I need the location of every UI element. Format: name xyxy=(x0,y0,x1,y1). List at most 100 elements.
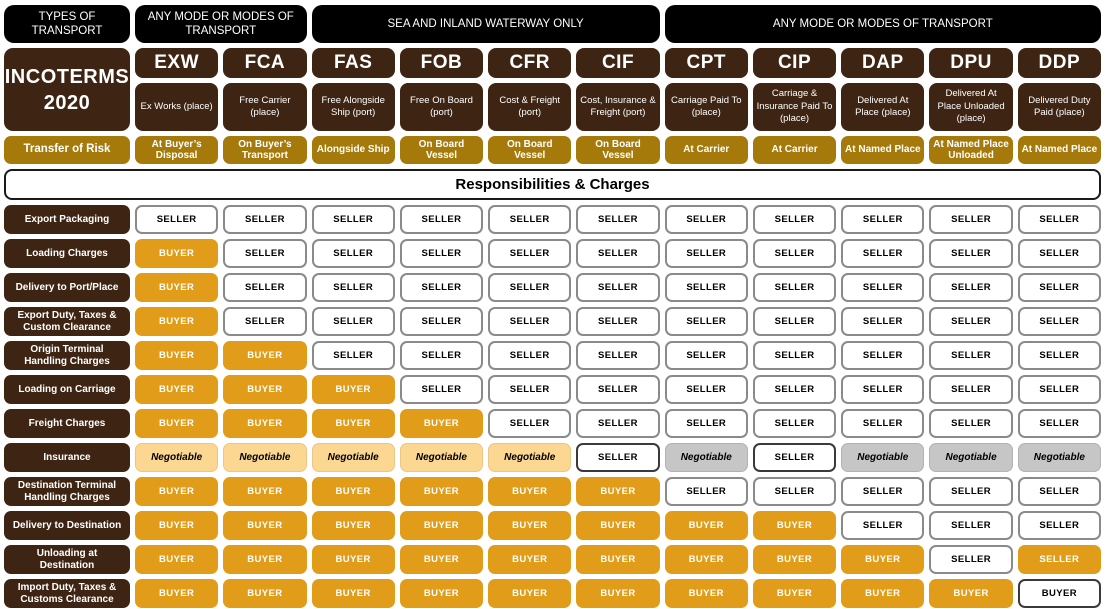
matrix-cell: BUYER xyxy=(311,409,395,438)
risk-cell-fca: On Buyer’s Transport xyxy=(223,136,307,164)
matrix-cell: Negotiable xyxy=(664,443,748,472)
matrix-cell: SELLER xyxy=(1017,477,1101,506)
risk-cell-cfr: On Board Vessel xyxy=(488,136,572,164)
column-code-exw: EXW xyxy=(135,48,219,78)
matrix-cell: SELLER xyxy=(576,307,660,336)
matrix-cell: SELLER xyxy=(664,341,748,370)
column-description-dpu: Delivered At Place Unloaded (place) xyxy=(929,83,1013,131)
matrix-cell: SELLER xyxy=(841,307,925,336)
matrix-cell: SELLER xyxy=(399,375,484,404)
matrix-cell: SELLER xyxy=(1017,409,1101,438)
matrix-cell: SELLER xyxy=(664,307,748,336)
matrix-cell: BUYER xyxy=(399,579,484,608)
matrix-cell: BUYER xyxy=(488,579,572,608)
matrix-cell: BUYER xyxy=(311,545,395,574)
row-label: Import Duty, Taxes & Customs Clearance xyxy=(4,579,130,608)
row-label: Destination Terminal Handling Charges xyxy=(4,477,130,506)
matrix-cell: BUYER xyxy=(752,545,837,574)
matrix-cell: BUYER xyxy=(135,477,219,506)
matrix-cell: BUYER xyxy=(135,545,219,574)
matrix-cell: SELLER xyxy=(1017,307,1101,336)
matrix-cell: SELLER xyxy=(929,307,1013,336)
matrix-cell: SELLER xyxy=(752,341,837,370)
matrix-cell: SELLER xyxy=(1017,205,1101,234)
matrix-cell: SELLER xyxy=(841,375,925,404)
matrix-cell: BUYER xyxy=(135,511,219,540)
matrix-cell: BUYER xyxy=(399,545,484,574)
matrix-cell: SELLER xyxy=(311,205,395,234)
matrix-cell: BUYER xyxy=(488,511,572,540)
matrix-cell: SELLER xyxy=(488,307,572,336)
column-description-dap: Delivered At Place (place) xyxy=(841,83,925,131)
matrix-cell: SELLER xyxy=(1017,511,1101,540)
matrix-cell: SELLER xyxy=(752,443,837,472)
column-description-fca: Free Carrier (place) xyxy=(223,83,307,131)
matrix-cell: SELLER xyxy=(752,205,837,234)
column-code-dpu: DPU xyxy=(929,48,1013,78)
matrix-cell: BUYER xyxy=(399,409,484,438)
risk-cell-cif: On Board Vessel xyxy=(576,136,660,164)
column-code-fob: FOB xyxy=(399,48,484,78)
matrix-cell: Negotiable xyxy=(841,443,925,472)
risk-cell-fas: Alongside Ship xyxy=(311,136,395,164)
column-code-fas: FAS xyxy=(311,48,395,78)
transfer-of-risk-label: Transfer of Risk xyxy=(4,136,130,164)
matrix-cell: SELLER xyxy=(664,409,748,438)
matrix-cell: BUYER xyxy=(576,477,660,506)
row-label: Loading on Carriage xyxy=(4,375,130,404)
row-label: Delivery to Destination xyxy=(4,511,130,540)
matrix-cell: SELLER xyxy=(1017,273,1101,302)
matrix-cell: BUYER xyxy=(223,477,307,506)
matrix-cell: Negotiable xyxy=(311,443,395,472)
row-label: Origin Terminal Handling Charges xyxy=(4,341,130,370)
column-description-cif: Cost, Insurance & Freight (port) xyxy=(576,83,660,131)
matrix-cell: SELLER xyxy=(929,341,1013,370)
matrix-cell: BUYER xyxy=(223,375,307,404)
matrix-cell: SELLER xyxy=(488,409,572,438)
matrix-cell: BUYER xyxy=(311,511,395,540)
matrix-cell: SELLER xyxy=(929,545,1013,574)
matrix-cell: BUYER xyxy=(223,341,307,370)
matrix-cell: SELLER xyxy=(399,307,484,336)
matrix-cell: BUYER xyxy=(752,511,837,540)
row-label: Export Packaging xyxy=(4,205,130,234)
transport-group-any-mode-right: ANY MODE OR MODES OF TRANSPORT xyxy=(664,5,1101,43)
matrix-cell: Negotiable xyxy=(929,443,1013,472)
matrix-cell: BUYER xyxy=(311,477,395,506)
matrix-cell: BUYER xyxy=(1017,579,1101,608)
column-code-dap: DAP xyxy=(841,48,925,78)
matrix-cell: Negotiable xyxy=(488,443,572,472)
matrix-cell: Negotiable xyxy=(399,443,484,472)
matrix-cell: SELLER xyxy=(664,273,748,302)
risk-cell-fob: On Board Vessel xyxy=(399,136,484,164)
column-description-cfr: Cost & Freight (port) xyxy=(488,83,572,131)
matrix-cell: BUYER xyxy=(135,375,219,404)
matrix-cell: BUYER xyxy=(135,409,219,438)
section-header-responsibilities: Responsibilities & Charges xyxy=(4,169,1101,200)
row-label: Export Duty, Taxes & Custom Clearance xyxy=(4,307,130,336)
matrix-cell: BUYER xyxy=(841,579,925,608)
column-code-cpt: CPT xyxy=(664,48,748,78)
matrix-cell: SELLER xyxy=(841,205,925,234)
column-description-ddp: Delivered Duty Paid (place) xyxy=(1017,83,1101,131)
column-code-cif: CIF xyxy=(576,48,660,78)
matrix-cell: SELLER xyxy=(664,477,748,506)
matrix-cell: BUYER xyxy=(576,579,660,608)
matrix-cell: BUYER xyxy=(223,579,307,608)
matrix-cell: BUYER xyxy=(311,579,395,608)
matrix-cell: SELLER xyxy=(841,239,925,268)
risk-cell-cpt: At Carrier xyxy=(664,136,748,164)
risk-cell-dap: At Named Place xyxy=(841,136,925,164)
matrix-cell: SELLER xyxy=(576,273,660,302)
matrix-cell: SELLER xyxy=(576,375,660,404)
matrix-cell: BUYER xyxy=(311,375,395,404)
column-code-cip: CIP xyxy=(752,48,837,78)
matrix-cell: SELLER xyxy=(752,307,837,336)
risk-cell-exw: At Buyer’s Disposal xyxy=(135,136,219,164)
matrix-cell: SELLER xyxy=(841,273,925,302)
matrix-cell: BUYER xyxy=(664,511,748,540)
matrix-cell: SELLER xyxy=(488,239,572,268)
risk-cell-ddp: At Named Place xyxy=(1017,136,1101,164)
transport-group-sea-inland-waterway: SEA AND INLAND WATERWAY ONLY xyxy=(311,5,660,43)
matrix-cell: SELLER xyxy=(311,307,395,336)
